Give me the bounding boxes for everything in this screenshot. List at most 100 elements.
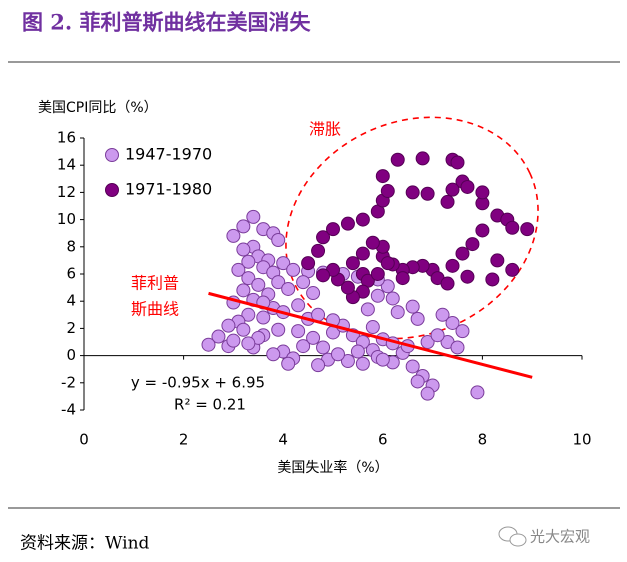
y-tick-label: 12 (57, 183, 76, 201)
point (360, 302, 375, 317)
annotation: 斯曲线 (131, 300, 179, 319)
point (420, 335, 435, 349)
point (455, 324, 470, 339)
point (505, 262, 520, 277)
point (291, 324, 306, 339)
point (271, 322, 286, 337)
point (291, 298, 306, 313)
point (266, 347, 281, 362)
point (301, 256, 316, 271)
point (316, 230, 331, 245)
x-tick-label: 2 (179, 431, 189, 449)
point (370, 267, 385, 281)
point (345, 256, 360, 271)
point (465, 237, 480, 252)
point (440, 276, 455, 291)
point (410, 374, 425, 389)
point (375, 169, 390, 184)
x-tick-label: 10 (572, 431, 591, 449)
y-tick-label: 8 (66, 237, 76, 255)
trendline (208, 291, 533, 379)
point (281, 356, 296, 371)
y-tick-label: 4 (66, 292, 76, 310)
legend-label: 1971-1980 (125, 180, 212, 199)
point (256, 310, 271, 325)
y-tick-label: 14 (57, 156, 76, 174)
y-tick-label: -4 (61, 401, 76, 419)
point (435, 307, 450, 322)
point (296, 339, 311, 354)
point (460, 269, 475, 284)
point (281, 281, 296, 296)
point (340, 216, 355, 231)
point (355, 246, 370, 261)
point (380, 184, 395, 199)
point (420, 386, 435, 401)
point (445, 315, 460, 330)
point (271, 275, 286, 290)
point (405, 299, 420, 314)
x-axis-title: 美国失业率（%） (277, 459, 388, 476)
source: 资料来源：Wind (20, 534, 150, 554)
point (326, 222, 340, 237)
point (286, 262, 301, 277)
point (221, 318, 236, 333)
point (355, 212, 370, 227)
point (395, 271, 410, 286)
point (365, 235, 380, 250)
y-tick-label: 10 (57, 210, 76, 228)
point (236, 283, 251, 298)
point (380, 279, 395, 294)
x-tick-label: 4 (278, 431, 288, 449)
point (370, 288, 385, 303)
watermark-icon (498, 526, 527, 547)
legend-label: 1947-1970 (125, 145, 212, 164)
point (226, 228, 241, 243)
point (311, 243, 326, 258)
point (276, 256, 291, 271)
point (306, 330, 321, 345)
point (420, 186, 435, 201)
point (316, 268, 331, 283)
point (226, 333, 241, 348)
equation: y = -0.95x + 6.95 (131, 374, 265, 392)
point (340, 354, 355, 369)
point (445, 182, 460, 197)
x-tick-label: 0 (79, 431, 89, 449)
point (390, 152, 405, 167)
point (231, 262, 246, 277)
point (450, 155, 465, 170)
title: 图 2. 菲利普斯曲线在美国消失 (22, 10, 312, 35)
y-tick-label: 2 (66, 319, 76, 337)
point (475, 185, 490, 200)
y-tick-label: 0 (66, 346, 76, 364)
point (460, 179, 475, 194)
point (505, 220, 520, 235)
point (430, 328, 445, 343)
point (236, 242, 251, 257)
point (470, 385, 485, 400)
point (475, 223, 490, 238)
point (410, 311, 425, 326)
point (241, 254, 256, 269)
y-tick-label: -2 (61, 373, 76, 391)
y-tick-label: 16 (57, 129, 76, 147)
point (211, 329, 226, 344)
x-tick-label: 8 (478, 431, 488, 449)
point (445, 258, 460, 273)
point (296, 275, 311, 290)
point (405, 359, 420, 374)
point (251, 277, 266, 292)
plot: -4 -2 0 2 4 6 8 10 12 14 16 0 2 4 6 8 10 1947-1970 1971-19… (57, 120, 592, 449)
point (450, 340, 465, 355)
legend-marker (105, 183, 119, 197)
point (485, 272, 500, 287)
point (405, 185, 420, 200)
point (306, 286, 321, 301)
y-tick-label: 6 (66, 265, 76, 283)
point (246, 209, 261, 224)
point (350, 344, 365, 359)
point (365, 320, 380, 335)
point (520, 222, 535, 237)
